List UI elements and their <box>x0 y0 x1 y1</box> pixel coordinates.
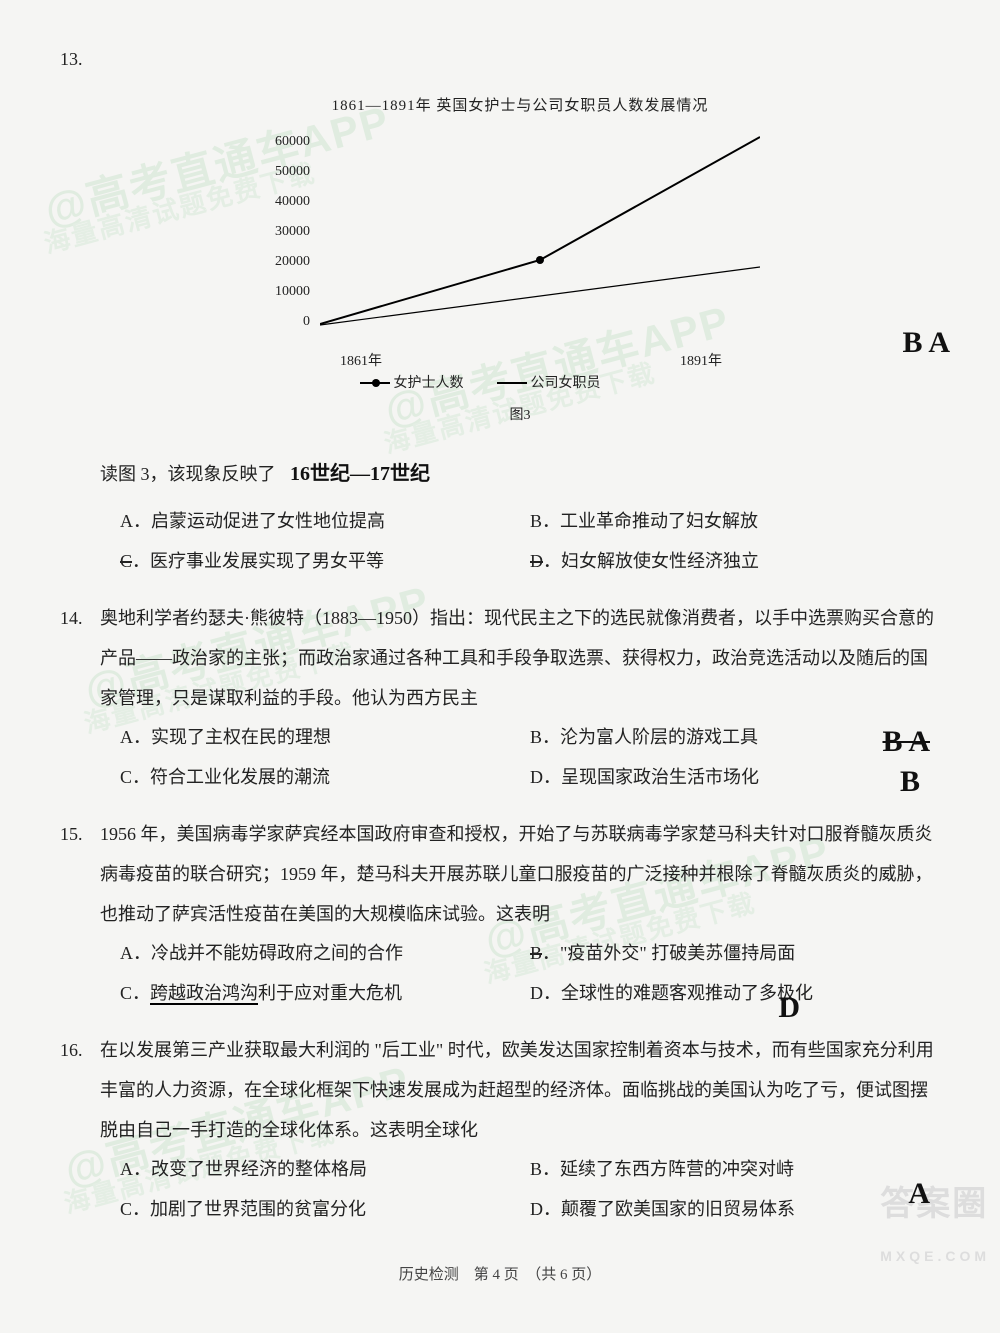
q14-options: A．实现了主权在民的理想 B．沦为富人阶层的游戏工具 C．符合工业化发展的潮流 … <box>120 718 940 797</box>
question-15: 15. 1956 年，美国病毒学家萨宾经本国政府审查和授权，开始了与苏联病毒学家… <box>60 815 940 1013</box>
q15-opt-c[interactable]: C．跨越政治鸿沟利于应对重大危机 <box>120 974 530 1014</box>
legend-label: 女护士人数 <box>394 376 464 391</box>
ytick: 20000 <box>250 247 310 277</box>
legend-marker-line-icon <box>497 382 527 384</box>
q13-opt-c[interactable]: C．医疗事业发展实现了男女平等 <box>120 542 530 582</box>
q16-stem: 在以发展第三产业获取最大利润的 "后工业" 时代，欧美发达国家控制着资本与技术，… <box>100 1031 940 1150</box>
hand-answer-13: B A <box>902 310 950 376</box>
xlabel-right: 1891年 <box>680 347 722 378</box>
series-clerks <box>320 267 760 325</box>
page-footer: 历史检测 第 4 页 （共 6 页） <box>60 1259 940 1292</box>
q13-number: 13. <box>60 40 100 80</box>
figure-label: 图3 <box>260 401 780 432</box>
q14-opt-d[interactable]: D．呈现国家政治生活市场化 <box>530 758 940 798</box>
q13-opt-d[interactable]: D．妇女解放使女性经济独立 <box>530 542 940 582</box>
stem-text: 读图 3，该现象反映了 <box>100 464 276 484</box>
ytick: 10000 <box>250 277 310 307</box>
underlined-text: 跨越政治鸿沟 <box>150 983 258 1005</box>
q16-options: A．改变了世界经济的整体格局 B．延续了东西方阵营的冲突对峙 C．加剧了世界范围… <box>120 1150 940 1229</box>
q15-opt-d[interactable]: D．全球性的难题客观推动了多极化 <box>530 974 940 1014</box>
q14-stem: 奥地利学者约瑟夫·熊彼特（1883—1950）指出：现代民主之下的选民就像消费者… <box>100 599 940 718</box>
xlabel-left: 1861年 <box>340 347 382 378</box>
chart-title: 1861—1891年 英国女护士与公司女职员人数发展情况 <box>260 90 780 123</box>
legend-marker-dot-icon <box>360 382 390 384</box>
line-chart-svg <box>320 127 760 327</box>
ytick: 0 <box>250 307 310 337</box>
x-axis-labels: 1861年 1891年 <box>320 347 780 367</box>
q13-chart: 1861—1891年 英国女护士与公司女职员人数发展情况 60000 50000… <box>260 90 780 433</box>
q13-options: A．启蒙运动促进了女性地位提高 B．工业革命推动了妇女解放 C．医疗事业发展实现… <box>120 502 940 581</box>
question-14: 14. 奥地利学者约瑟夫·熊彼特（1883—1950）指出：现代民主之下的选民就… <box>60 599 940 797</box>
q13-opt-a[interactable]: A．启蒙运动促进了女性地位提高 <box>120 502 530 542</box>
q14-opt-a[interactable]: A．实现了主权在民的理想 <box>120 718 530 758</box>
q16-number: 16. <box>60 1031 100 1071</box>
q16-opt-b[interactable]: B．延续了东西方阵营的冲突对峙 <box>530 1150 940 1190</box>
ytick: 60000 <box>250 127 310 157</box>
q16-opt-c[interactable]: C．加剧了世界范围的贫富分化 <box>120 1190 530 1230</box>
hand-answer-16: A <box>908 1161 930 1227</box>
q14-number: 14. <box>60 599 100 639</box>
q14-opt-b[interactable]: B．沦为富人阶层的游戏工具 <box>530 718 940 758</box>
hand-note-13: 16世纪—17世纪 <box>290 463 430 485</box>
y-axis-labels: 60000 50000 40000 30000 20000 10000 0 <box>250 127 310 307</box>
ytick: 30000 <box>250 217 310 247</box>
q13-stem: 读图 3，该现象反映了 16世纪—17世纪 <box>100 452 940 496</box>
q14-opt-c[interactable]: C．符合工业化发展的潮流 <box>120 758 530 798</box>
series-nurses-marker <box>536 256 544 264</box>
question-13: 13. 1861—1891年 英国女护士与公司女职员人数发展情况 60000 5… <box>60 40 940 581</box>
q16-opt-d[interactable]: D．颠覆了欧美国家的旧贸易体系 <box>530 1190 940 1230</box>
q15-options: A．冷战并不能妨碍政府之间的合作 B．"疫苗外交" 打破美苏僵持局面 C．跨越政… <box>120 934 940 1013</box>
q15-opt-b[interactable]: B．"疫苗外交" 打破美苏僵持局面 <box>530 934 940 974</box>
q15-stem: 1956 年，美国病毒学家萨宾经本国政府审查和授权，开始了与苏联病毒学家楚马科夫… <box>100 815 940 934</box>
legend-label: 公司女职员 <box>531 376 601 391</box>
q13-opt-b[interactable]: B．工业革命推动了妇女解放 <box>530 502 940 542</box>
q16-opt-a[interactable]: A．改变了世界经济的整体格局 <box>120 1150 530 1190</box>
ytick: 50000 <box>250 157 310 187</box>
hand-answer-14: B <box>900 749 920 815</box>
q15-number: 15. <box>60 815 100 855</box>
question-16: 16. 在以发展第三产业获取最大利润的 "后工业" 时代，欧美发达国家控制着资本… <box>60 1031 940 1229</box>
q15-opt-a[interactable]: A．冷战并不能妨碍政府之间的合作 <box>120 934 530 974</box>
ytick: 40000 <box>250 187 310 217</box>
